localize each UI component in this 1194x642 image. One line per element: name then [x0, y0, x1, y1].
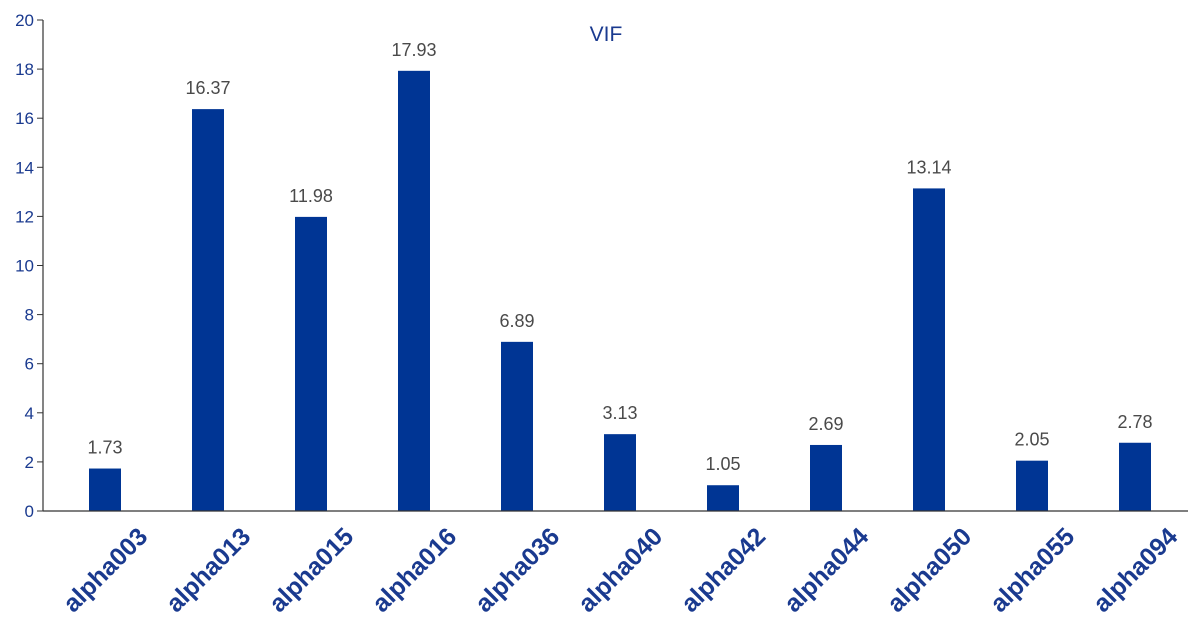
x-axis-category-labels: alpha003 alpha013 alpha015 alpha016 alpha036… [58, 522, 1184, 618]
bar-alpha013 [192, 109, 224, 511]
y-tick-label: 14 [15, 158, 34, 177]
y-tick-label: 4 [25, 404, 34, 423]
data-label-alpha003: 1.73 [87, 438, 122, 458]
data-label-alpha050: 13.14 [906, 157, 951, 177]
y-tick-label: 2 [25, 453, 34, 472]
data-label-alpha040: 3.13 [602, 403, 637, 423]
data-label-alpha055: 2.05 [1014, 430, 1049, 450]
bar-alpha040 [604, 434, 636, 511]
data-label-alpha042: 1.05 [705, 454, 740, 474]
x-tick-label-alpha055: alpha055 [985, 522, 1081, 618]
y-tick-label: 10 [15, 257, 34, 276]
data-label-alpha044: 2.69 [808, 414, 843, 434]
y-tick-label: 12 [15, 207, 34, 226]
bar-alpha044 [810, 444, 842, 511]
chart-title: VIF [590, 23, 623, 46]
y-tick-label: 0 [25, 502, 34, 521]
x-tick-label-alpha094: alpha094 [1088, 522, 1184, 618]
x-tick-label-alpha040: alpha040 [573, 522, 668, 617]
y-tick-label: 8 [25, 306, 34, 325]
y-tick-label: 6 [25, 355, 34, 374]
x-tick-label-alpha050: alpha050 [882, 522, 977, 617]
bar-alpha015 [295, 216, 327, 512]
x-tick-label-alpha013: alpha013 [161, 522, 256, 617]
bar-alpha050 [913, 188, 945, 511]
x-tick-label-alpha003: alpha003 [58, 522, 153, 617]
y-tick-label: 18 [15, 60, 34, 79]
x-tick-label-alpha016: alpha016 [367, 522, 462, 617]
bar-alpha036 [501, 341, 533, 511]
bar-alpha003 [89, 468, 121, 511]
bar-series [89, 70, 1151, 512]
data-labels: 1.73 16.37 11.98 17.93 6.89 3.13 1.05 2.69 13.14… [87, 40, 1152, 474]
bar-alpha042 [707, 485, 739, 511]
bar-alpha016 [398, 70, 430, 512]
y-axis-ticks: 0 2 4 6 8 10 12 14 16 18 20 [15, 11, 43, 521]
data-label-alpha016: 17.93 [391, 40, 436, 60]
data-label-alpha036: 6.89 [499, 311, 534, 331]
x-tick-label-alpha036: alpha036 [470, 522, 565, 617]
x-tick-label-alpha015: alpha015 [264, 522, 360, 618]
bar-alpha055 [1016, 460, 1048, 511]
data-label-alpha015: 11.98 [289, 186, 333, 206]
y-tick-label: 20 [15, 11, 34, 30]
data-label-alpha013: 16.37 [185, 78, 230, 98]
bar-alpha094 [1119, 442, 1151, 511]
x-tick-label-alpha044: alpha044 [779, 522, 875, 618]
data-label-alpha094: 2.78 [1117, 412, 1152, 432]
x-tick-label-alpha042: alpha042 [676, 522, 771, 617]
y-tick-label: 16 [15, 109, 34, 128]
